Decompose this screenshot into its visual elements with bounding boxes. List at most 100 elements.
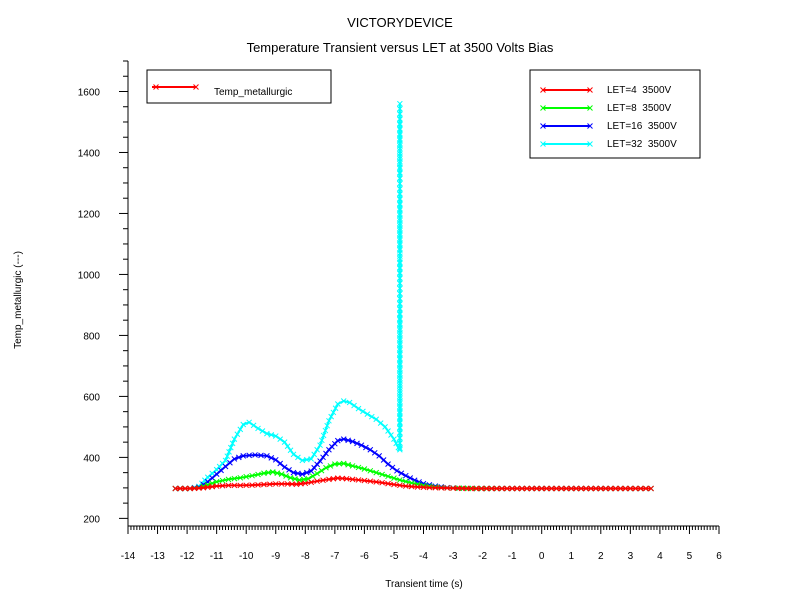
data-point	[385, 480, 391, 487]
data-point	[225, 476, 232, 483]
data-point	[397, 414, 403, 420]
data-point	[367, 446, 374, 453]
data-point	[317, 442, 323, 449]
data-point	[336, 460, 343, 467]
data-point	[324, 422, 331, 429]
data-point	[255, 481, 261, 488]
data-point	[397, 253, 403, 260]
data-point	[292, 476, 298, 482]
data-point	[261, 470, 267, 477]
data-point	[237, 426, 244, 433]
data-point	[397, 385, 403, 392]
data-point	[397, 100, 403, 107]
data-point	[172, 485, 179, 492]
data-point	[397, 362, 403, 368]
data-point	[397, 367, 403, 374]
data-point	[548, 485, 555, 492]
data-point	[281, 464, 288, 471]
data-point	[388, 432, 394, 438]
data-point	[345, 461, 352, 468]
data-point	[382, 424, 388, 430]
x-tick-label: -3	[449, 551, 458, 562]
data-point	[397, 420, 403, 427]
y-tick-label: 1200	[78, 209, 101, 220]
data-point	[402, 478, 409, 485]
data-point	[281, 439, 288, 446]
data-point	[303, 456, 310, 463]
data-point	[385, 473, 391, 480]
data-point	[397, 311, 403, 318]
data-point	[339, 475, 346, 482]
data-point	[303, 469, 310, 476]
data-point	[397, 419, 403, 425]
data-point	[231, 456, 238, 462]
y-tick-label: 800	[83, 331, 100, 342]
data-point	[204, 484, 211, 491]
data-point	[261, 481, 267, 488]
data-point	[397, 186, 403, 192]
data-point	[426, 484, 433, 491]
data-point	[187, 485, 193, 492]
data-point	[397, 295, 403, 302]
data-point	[397, 425, 403, 432]
data-point	[240, 453, 247, 459]
data-point	[450, 485, 456, 492]
data-point	[295, 470, 301, 477]
data-point	[538, 485, 545, 492]
data-point	[234, 431, 241, 438]
legend-marker	[540, 123, 546, 129]
data-point	[268, 454, 275, 461]
data-point	[349, 476, 356, 483]
data-point	[213, 478, 220, 485]
data-point	[397, 259, 403, 266]
data-point	[355, 405, 362, 412]
data-point	[478, 485, 484, 492]
data-point	[432, 484, 439, 491]
data-point	[397, 408, 403, 415]
data-point	[213, 483, 220, 489]
data-point	[311, 451, 318, 458]
plot-series	[172, 100, 654, 492]
x-tick-label: -14	[121, 551, 136, 562]
data-point	[397, 212, 403, 219]
data-point	[219, 477, 226, 484]
data-point	[632, 485, 639, 492]
data-point	[334, 437, 341, 444]
data-point	[397, 332, 403, 339]
data-point	[355, 477, 362, 483]
data-point	[314, 470, 320, 477]
data-point	[397, 301, 403, 307]
data-point	[397, 377, 403, 384]
y-tick-label: 1600	[78, 87, 101, 98]
data-point	[397, 322, 403, 328]
data-point	[397, 347, 403, 353]
data-point	[637, 485, 644, 492]
data-point	[287, 447, 294, 454]
x-tick-label: -13	[150, 551, 165, 562]
data-point	[397, 217, 403, 224]
data-point	[299, 457, 306, 464]
data-point	[397, 164, 403, 170]
x-tick-label: -2	[478, 551, 487, 562]
data-point	[371, 449, 378, 456]
x-tick-label: -1	[508, 551, 517, 562]
series-0	[172, 475, 654, 492]
data-point	[493, 485, 500, 492]
data-point	[402, 483, 409, 489]
data-point	[328, 413, 335, 420]
data-point	[364, 411, 371, 417]
data-point	[414, 484, 421, 490]
data-point	[397, 445, 403, 452]
data-point	[286, 467, 292, 473]
x-tick-label: 6	[716, 551, 722, 562]
data-point	[528, 485, 535, 492]
y-axis-label: Temp_metallurgic (---)	[13, 251, 24, 349]
data-point	[391, 481, 397, 488]
data-point	[648, 485, 654, 492]
data-point	[252, 452, 258, 458]
legend-marker	[153, 84, 159, 90]
data-point	[354, 440, 360, 447]
data-point	[397, 403, 403, 410]
data-point	[389, 464, 396, 471]
